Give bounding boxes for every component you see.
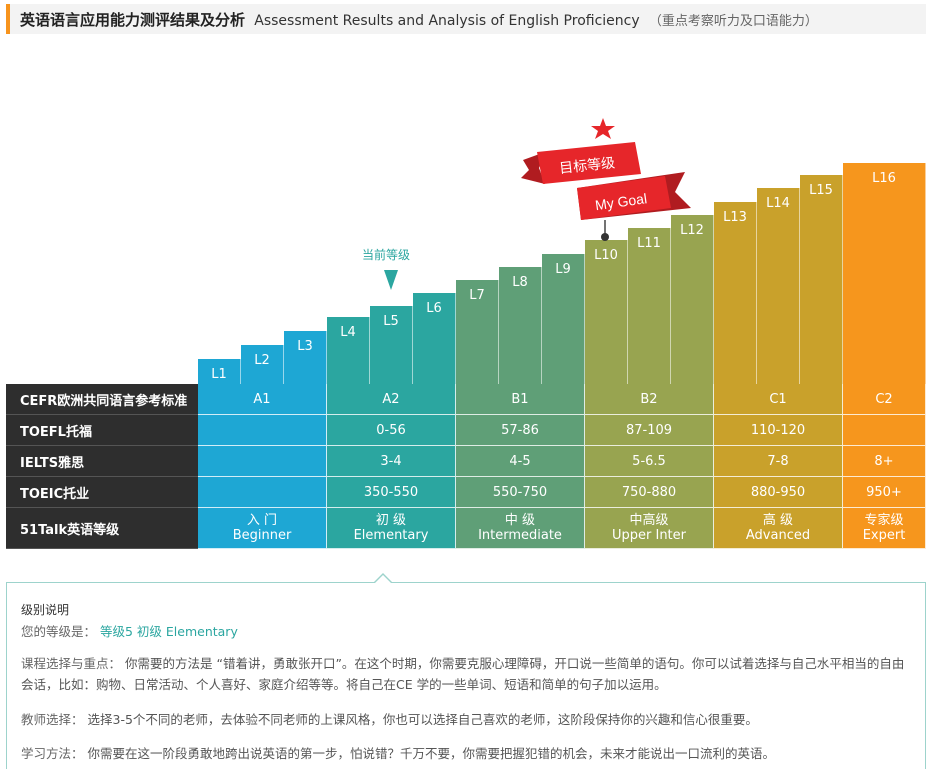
title-note: （重点考察听力及口语能力） xyxy=(648,14,818,29)
method-text: 你需要在这一阶段勇敢地跨出说英语的第一步，怕说错？千万不要，你需要把握犯错的机会… xyxy=(87,746,776,761)
table-cell: 7-8 xyxy=(714,446,843,477)
page-header: 英语语言应用能力测评结果及分析 Assessment Results and A… xyxy=(6,4,926,34)
level-step-l6: L6 xyxy=(413,293,456,384)
course-text: 你需要的方法是 “错着讲，勇敢张开口”。在这个时期，你需要克服心理障碍，开口说一… xyxy=(21,656,905,692)
level-step-l14: L14 xyxy=(757,188,800,384)
level-step-l10: L10 xyxy=(585,240,628,384)
goal-label-en: My Goal xyxy=(594,190,648,213)
table-row: TOEIC托业 350-550 550-750 750-880 880-950 950+ xyxy=(6,477,926,508)
table-cell: 950+ xyxy=(843,477,926,508)
table-cell: 3-4 xyxy=(327,446,456,477)
row-label: TOEIC托业 xyxy=(6,477,198,508)
title-cn: 英语语言应用能力测评结果及分析 xyxy=(20,11,246,29)
table-cell xyxy=(198,477,327,508)
table-cell: 中高级 Upper Inter xyxy=(585,508,714,549)
your-level: 您的等级是： 等级5 初级 Elementary xyxy=(21,621,238,640)
goal-ribbon-icon: 目标等级 My Goal xyxy=(521,118,691,241)
table-cell: 57-86 xyxy=(456,415,585,446)
level-explanation-panel: 级别说明 您的等级是： 等级5 初级 Elementary 课程选择与重点： 你… xyxy=(6,582,926,769)
teacher-selection: 教师选择： 选择3-5个不同的老师，去体验不同老师的上课风格，你也可以选择自己喜… xyxy=(21,709,911,730)
level-step-l4: L4 xyxy=(327,317,370,384)
table-cell xyxy=(198,446,327,477)
table-cell: 0-56 xyxy=(327,415,456,446)
table-cell: 专家级 Expert xyxy=(843,508,926,549)
table-cell: 550-750 xyxy=(456,477,585,508)
table-cell: 750-880 xyxy=(585,477,714,508)
teacher-text: 选择3-5个不同的老师，去体验不同老师的上课风格，你也可以选择自己喜欢的老师，这… xyxy=(87,712,758,727)
table-cell: 87-109 xyxy=(585,415,714,446)
your-level-value: 等级5 初级 Elementary xyxy=(100,624,238,639)
goal-label-cn: 目标等级 xyxy=(558,154,615,176)
your-level-label: 您的等级是： xyxy=(21,624,97,639)
row-label: 51Talk英语等级 xyxy=(6,508,198,549)
goal-marker: 目标等级 My Goal xyxy=(515,112,695,242)
current-level-arrow-icon xyxy=(384,270,398,290)
teacher-label: 教师选择： xyxy=(21,712,84,727)
table-row: 51Talk英语等级入 门 Beginner 初 级 Elementary 中 级 Int… xyxy=(6,508,926,549)
table-cell: B2 xyxy=(585,384,714,415)
row-label: CEFR欧洲共同语言参考标准 xyxy=(6,384,198,415)
panel-title: 级别说明 xyxy=(21,603,70,617)
table-cell: C2 xyxy=(843,384,926,415)
level-step-l1: L1 xyxy=(198,359,241,384)
table-row: TOEFL托福 0-56 57-86 87-109 110-120 xyxy=(6,415,926,446)
level-step-l8: L8 xyxy=(499,267,542,384)
level-step-l3: L3 xyxy=(284,331,327,384)
table-cell: 高 级 Advanced xyxy=(714,508,843,549)
study-method: 学习方法： 你需要在这一阶段勇敢地跨出说英语的第一步，怕说错？千万不要，你需要把… xyxy=(21,743,911,764)
table-cell: 中 级 Intermediate xyxy=(456,508,585,549)
table-cell xyxy=(198,415,327,446)
table-cell: 初 级 Elementary xyxy=(327,508,456,549)
level-step-l2: L2 xyxy=(241,345,284,384)
page-title: 英语语言应用能力测评结果及分析 Assessment Results and A… xyxy=(20,9,818,30)
table-cell: 8+ xyxy=(843,446,926,477)
course-label: 课程选择与重点： xyxy=(21,656,122,671)
level-step-l5: L5 xyxy=(370,306,413,384)
table-row: IELTS雅思 3-4 4-5 5-6.5 7-8 8+ xyxy=(6,446,926,477)
table-cell: A2 xyxy=(327,384,456,415)
table-cell: 5-6.5 xyxy=(585,446,714,477)
method-label: 学习方法： xyxy=(21,746,84,761)
table-cell: C1 xyxy=(714,384,843,415)
level-step-l13: L13 xyxy=(714,202,757,384)
table-cell: A1 xyxy=(198,384,327,415)
table-cell: 入 门 Beginner xyxy=(198,508,327,549)
current-level-label: 当前等级 xyxy=(362,248,411,262)
row-label: TOEFL托福 xyxy=(6,415,198,446)
table-cell: B1 xyxy=(456,384,585,415)
table-cell: 4-5 xyxy=(456,446,585,477)
title-en: Assessment Results and Analysis of Engli… xyxy=(254,13,640,29)
table-row: CEFR欧洲共同语言参考标准 A1 A2 B1 B2 C1 C2 xyxy=(6,384,926,415)
level-step-l7: L7 xyxy=(456,280,499,384)
row-label: IELTS雅思 xyxy=(6,446,198,477)
table-cell: 350-550 xyxy=(327,477,456,508)
level-step-l16: L16 xyxy=(843,163,926,384)
level-step-l11: L11 xyxy=(628,228,671,384)
level-step-l15: L15 xyxy=(800,175,843,384)
table-cell: 880-950 xyxy=(714,477,843,508)
level-step-l9: L9 xyxy=(542,254,585,384)
course-selection: 课程选择与重点： 你需要的方法是 “错着讲，勇敢张开口”。在这个时期，你需要克服… xyxy=(21,653,911,695)
table-cell: 110-120 xyxy=(714,415,843,446)
table-cell xyxy=(843,415,926,446)
